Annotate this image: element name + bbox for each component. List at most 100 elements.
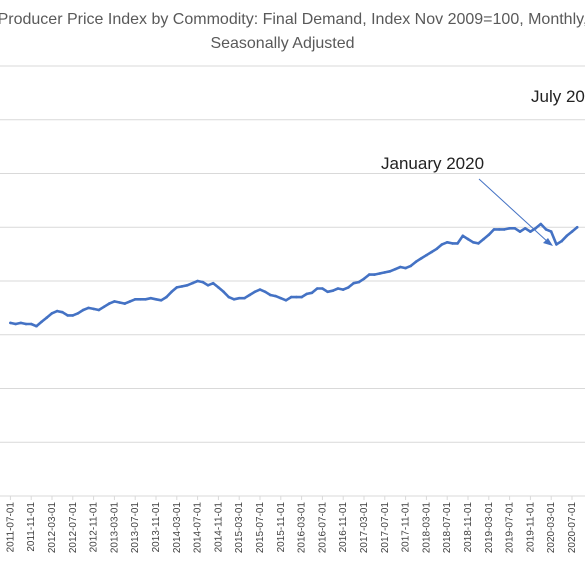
data-point [149, 296, 153, 300]
data-point [243, 296, 246, 300]
data-point [440, 243, 444, 246]
data-point [81, 308, 85, 312]
data-point [118, 301, 121, 304]
data-point [352, 281, 355, 285]
data-point [71, 314, 75, 317]
x-tick-label: 2012-11-01 [89, 502, 100, 553]
data-point [560, 239, 563, 243]
data-point [55, 309, 59, 313]
data-point [497, 228, 501, 231]
data-point [482, 237, 485, 241]
chart-title-line-1: Producer Price Index by Commodity: Final… [0, 11, 585, 28]
annotations: January 2020 July 2020 [381, 87, 585, 246]
data-point [492, 228, 496, 231]
data-point [445, 241, 449, 244]
x-tick-label: 2019-03-01 [484, 502, 495, 554]
data-point [487, 233, 491, 237]
data-point [61, 310, 64, 314]
gridlines [0, 65, 585, 443]
data-point [435, 247, 439, 251]
annotation-arrow-shaft [478, 178, 550, 244]
data-point [123, 302, 127, 305]
data-point [206, 284, 210, 287]
data-point [201, 280, 205, 284]
data-point [279, 296, 283, 300]
data-point [518, 230, 522, 233]
data-point [575, 226, 579, 229]
data-point [107, 302, 111, 305]
data-point [513, 227, 517, 230]
series-line [9, 222, 579, 328]
data-point [305, 292, 309, 296]
data-point [544, 228, 548, 231]
data-point [185, 284, 189, 287]
data-point [19, 321, 23, 325]
annotation-arrowhead [543, 238, 553, 246]
x-tick-label: 2018-11-01 [463, 502, 474, 553]
data-point [388, 270, 392, 273]
x-tick-label: 2014-03-01 [172, 502, 183, 554]
data-point [133, 298, 137, 301]
data-point [357, 280, 361, 284]
data-point [40, 320, 43, 324]
data-point [263, 290, 267, 294]
data-point [539, 222, 543, 226]
data-point [237, 296, 241, 300]
data-point [534, 227, 537, 230]
data-point [456, 242, 459, 245]
x-axis-tick-labels: 2011-07-01 2011-11-01 2012-03-01 2012-07-01… [5, 496, 578, 553]
x-tick-label: 2017-07-01 [380, 502, 391, 554]
data-point [284, 299, 288, 302]
x-tick-label: 2012-03-01 [47, 502, 58, 554]
data-point [508, 227, 511, 230]
data-point [419, 257, 423, 260]
data-point [175, 286, 179, 289]
x-tick-label: 2015-07-01 [255, 502, 266, 554]
data-point [529, 230, 532, 233]
data-point [35, 324, 38, 328]
data-point [170, 290, 173, 294]
data-point [227, 295, 231, 299]
data-point [570, 230, 574, 233]
data-point [87, 306, 90, 310]
data-point [222, 290, 225, 294]
x-tick-label: 2017-03-01 [359, 502, 370, 554]
x-tick-label: 2014-07-01 [193, 502, 204, 554]
data-point [399, 265, 402, 269]
x-tick-label: 2020-07-01 [567, 502, 578, 554]
data-point [139, 298, 142, 301]
x-tick-label: 2013-07-01 [130, 502, 141, 554]
data-point [128, 300, 132, 303]
data-point [253, 290, 257, 294]
x-tick-label: 2011-07-01 [5, 502, 16, 553]
data-point [409, 264, 413, 268]
data-point [232, 298, 236, 301]
annotation-january-2020: January 2020 [381, 154, 484, 173]
data-point [248, 293, 251, 297]
series-layer [9, 222, 579, 328]
data-point [347, 286, 350, 289]
data-point [549, 230, 553, 233]
data-point [471, 241, 475, 244]
x-tick-label: 2019-07-01 [505, 502, 516, 554]
data-point [9, 321, 12, 325]
data-point [14, 322, 17, 326]
data-point [274, 294, 277, 298]
x-tick-label: 2013-03-01 [109, 502, 120, 554]
data-point [295, 295, 298, 299]
data-point [29, 322, 33, 326]
data-point [321, 287, 324, 290]
data-point [414, 260, 418, 264]
data-point [165, 295, 168, 299]
data-point [310, 291, 314, 295]
x-tick-label: 2012-07-01 [68, 502, 79, 554]
data-point [362, 277, 366, 281]
x-tick-label: 2019-11-01 [525, 502, 536, 553]
data-point [565, 234, 569, 238]
x-tick-label: 2015-03-01 [234, 502, 245, 554]
data-point [196, 279, 199, 283]
data-point [269, 293, 272, 297]
x-tick-label: 2018-07-01 [442, 502, 453, 554]
